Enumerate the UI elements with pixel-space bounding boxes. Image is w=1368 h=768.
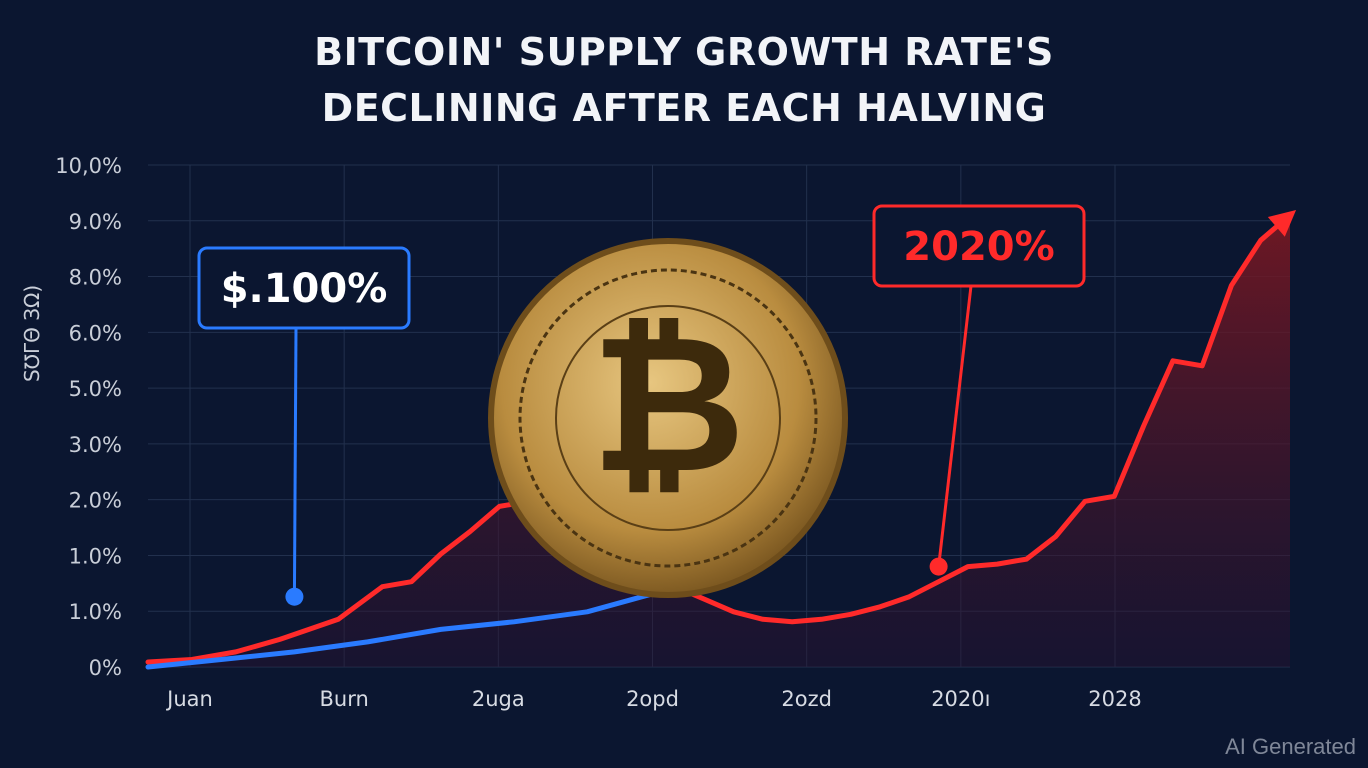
y-tick-label: 5.0%: [69, 377, 122, 401]
coin-circuit-ring: [555, 305, 781, 531]
coin-outer-rim: [488, 238, 848, 598]
chart-title-line-2: DECLINING AFTER EACH HALVING: [321, 86, 1047, 130]
y-tick-label: 1.0%: [69, 544, 122, 568]
bitcoin-coin-image: ₿: [488, 238, 848, 598]
callout-leader: [937, 285, 973, 567]
watermark-text: AI Generated: [1225, 734, 1356, 759]
x-tick-label: 2028: [1088, 687, 1141, 711]
x-tick-label: 2uga: [472, 687, 525, 711]
callout-label: $.100%: [221, 266, 388, 312]
y-tick-label: 3.0%: [69, 433, 122, 457]
y-tick-label: 9.0%: [69, 210, 122, 234]
arrow-head-icon: [1267, 209, 1297, 237]
red-series-area: [148, 215, 1290, 667]
x-tick-label: 2opd: [626, 687, 679, 711]
y-tick-label: 10,0%: [55, 154, 122, 178]
blue-series-line: [145, 569, 722, 670]
series-line-layer: [145, 209, 1297, 670]
callout-point: [929, 557, 948, 576]
x-tick-label: Burn: [320, 687, 369, 711]
callout-label: 2020%: [903, 224, 1054, 270]
callout-box: [872, 204, 1086, 288]
callout-leader: [292, 327, 298, 597]
bitcoin-symbol-icon: ₿: [591, 294, 746, 515]
y-tick-label: 2.0%: [69, 489, 122, 513]
red-series-line: [145, 212, 1293, 665]
y-tick-label: 1.0%: [69, 600, 122, 624]
annotation-layer: $.100% 2020%: [197, 204, 1086, 606]
area-fill-layer: [148, 215, 1290, 667]
y-tick-label: 0%: [89, 656, 122, 680]
coin-inner-ring: [518, 268, 818, 568]
y-tick-label: 8.0%: [69, 266, 122, 290]
callout-box: [197, 246, 411, 330]
y-tick-label: 6.0%: [69, 321, 122, 345]
callout-point: [285, 587, 304, 606]
axis-tick-layer: 0% 1.0% 1.0% 2.0% 3.0% 5.0% 6.0% 8.0% 9.0% 10,0% J…: [55, 154, 1141, 711]
chart-title-line-1: BITCOIN' SUPPLY GROWTH RATE'S: [314, 30, 1054, 74]
x-tick-label: Juan: [165, 687, 213, 711]
x-tick-label: 2020ı: [931, 687, 990, 711]
x-tick-label: 2ozd: [781, 687, 832, 711]
